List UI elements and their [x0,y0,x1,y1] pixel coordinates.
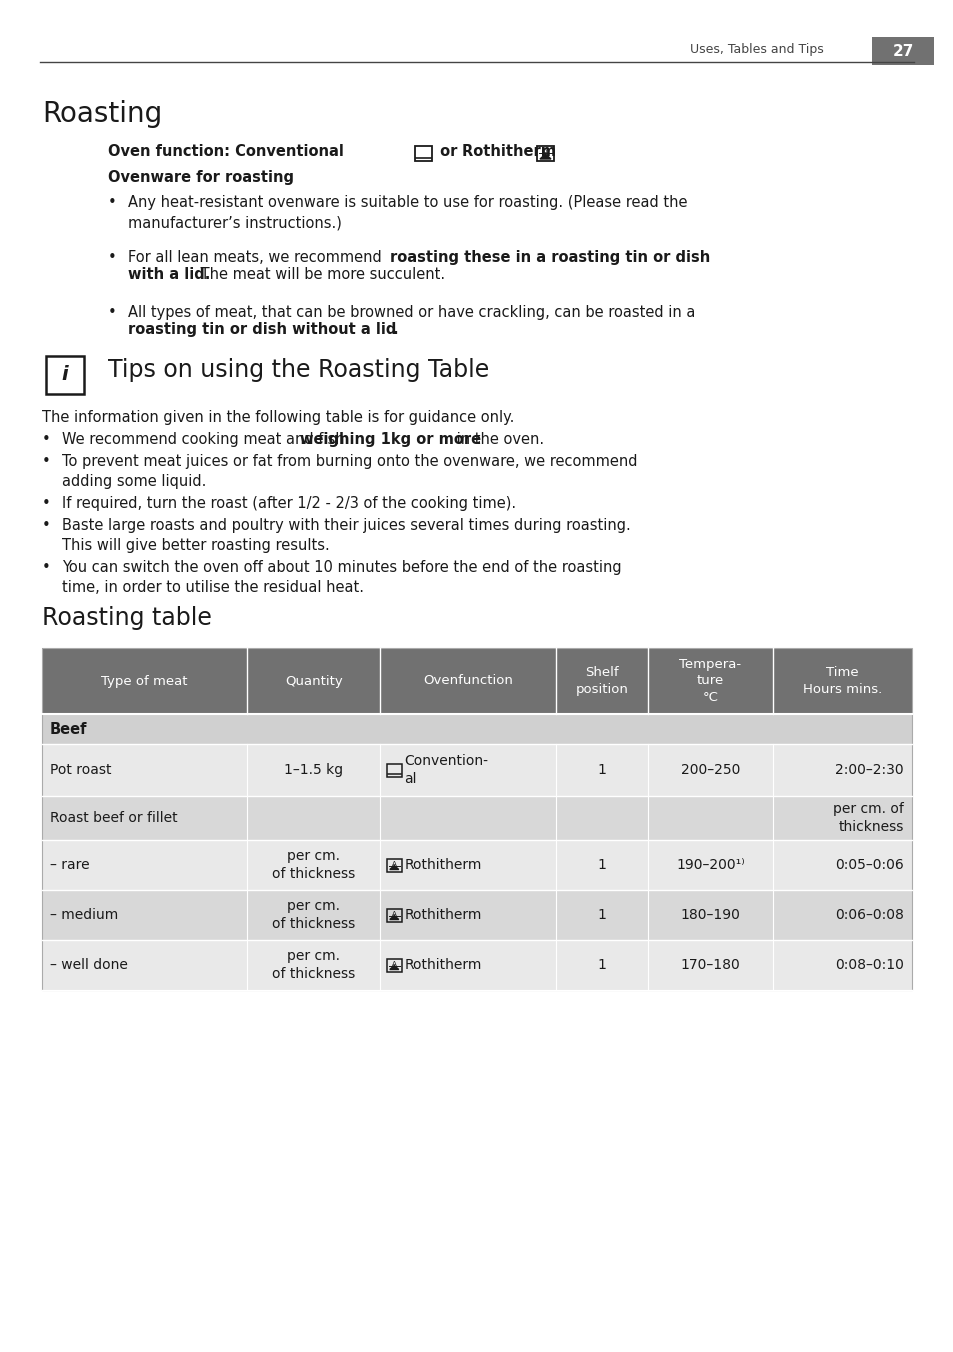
Text: with a lid.: with a lid. [128,266,211,283]
Text: Any heat-resistant ovenware is suitable to use for roasting. (Please read the
ma: Any heat-resistant ovenware is suitable … [128,195,687,230]
Bar [386,909,401,922]
Text: in the oven.: in the oven. [452,433,543,448]
Bar [42,940,911,990]
Text: Baste large roasts and poultry with their juices several times during roasting.
: Baste large roasts and poultry with thei… [62,518,630,553]
Text: 170–180: 170–180 [679,959,740,972]
Bar [42,648,911,990]
Text: or: or [435,145,462,160]
Text: A: A [392,860,396,867]
Bar [871,37,933,65]
Text: All types of meat, that can be browned or have crackling, can be roasted in a: All types of meat, that can be browned o… [128,306,695,320]
Text: roasting tin or dish without a lid: roasting tin or dish without a lid [128,322,395,337]
Bar [42,840,911,890]
Text: 27: 27 [891,43,913,58]
Text: i: i [62,365,69,384]
Text: •: • [42,454,51,469]
Text: You can switch the oven off about 10 minutes before the end of the roasting
time: You can switch the oven off about 10 min… [62,560,621,595]
Text: The information given in the following table is for guidance only.: The information given in the following t… [42,410,514,425]
Text: Roasting table: Roasting table [42,606,212,630]
Text: Rothitherm: Rothitherm [461,145,560,160]
Bar [46,356,84,393]
Text: 0:08–0:10: 0:08–0:10 [834,959,903,972]
Text: 200–250: 200–250 [680,763,740,777]
Bar [386,859,401,872]
Text: per cm.
of thickness: per cm. of thickness [272,899,355,932]
Text: .: . [393,322,398,337]
Bar [386,764,401,776]
Polygon shape [390,865,398,869]
Text: weighing 1kg or more: weighing 1kg or more [299,433,480,448]
Text: Rothitherm: Rothitherm [404,859,481,872]
Bar [386,959,401,972]
Text: per cm.
of thickness: per cm. of thickness [272,949,355,982]
Text: Tempera-
ture
°C: Tempera- ture °C [679,658,740,704]
Text: •: • [108,306,116,320]
Text: Rothitherm: Rothitherm [404,959,481,972]
Bar [42,714,911,744]
Text: 0:05–0:06: 0:05–0:06 [835,859,903,872]
Polygon shape [390,965,398,969]
Text: 1: 1 [597,909,606,922]
Text: Oven function: Conventional: Oven function: Conventional [108,145,349,160]
Text: 1: 1 [597,959,606,972]
Text: Type of meat: Type of meat [101,675,188,688]
Text: per cm.
of thickness: per cm. of thickness [272,849,355,882]
Bar [537,146,554,161]
Text: •: • [108,250,116,265]
Text: Roasting: Roasting [42,100,162,128]
Polygon shape [539,154,551,160]
Text: 2:00–2:30: 2:00–2:30 [835,763,903,777]
Bar [42,796,911,840]
Text: 1: 1 [597,763,606,777]
Text: A: A [392,960,396,967]
Text: Roast beef or fillet: Roast beef or fillet [50,811,177,825]
Text: We recommend cooking meat and fish: We recommend cooking meat and fish [62,433,349,448]
Text: If required, turn the roast (after 1/2 - 2/3 of the cooking time).: If required, turn the roast (after 1/2 -… [62,496,516,511]
Polygon shape [390,915,398,919]
Text: – medium: – medium [50,909,118,922]
Text: 190–200¹⁾: 190–200¹⁾ [676,859,744,872]
Text: •: • [42,518,51,533]
Text: 1: 1 [597,859,606,872]
Text: Tips on using the Roasting Table: Tips on using the Roasting Table [108,358,489,383]
Text: Ovenware for roasting: Ovenware for roasting [108,170,294,185]
Text: Ovenfunction: Ovenfunction [422,675,513,688]
Text: •: • [108,195,116,210]
Text: A: A [392,910,396,917]
Bar [415,146,432,161]
Text: A: A [542,147,548,157]
Text: •: • [42,560,51,575]
Text: Pot roast: Pot roast [50,763,112,777]
Text: – well done: – well done [50,959,128,972]
Text: To prevent meat juices or fat from burning onto the ovenware, we recommend
addin: To prevent meat juices or fat from burni… [62,454,637,489]
Text: Convention-
al: Convention- al [404,754,488,786]
Text: Time
Hours mins.: Time Hours mins. [801,667,881,696]
Bar [42,744,911,796]
Text: 180–190: 180–190 [679,909,740,922]
Text: For all lean meats, we recommend: For all lean meats, we recommend [128,250,386,265]
Text: The meat will be more succulent.: The meat will be more succulent. [195,266,445,283]
Text: Shelf
position: Shelf position [575,667,628,696]
Text: Beef: Beef [50,722,88,737]
Text: Rothitherm: Rothitherm [404,909,481,922]
Bar [42,890,911,940]
Text: •: • [42,433,51,448]
Text: 0:06–0:08: 0:06–0:08 [834,909,903,922]
Text: Quantity: Quantity [285,675,342,688]
Text: – rare: – rare [50,859,90,872]
Text: 1–1.5 kg: 1–1.5 kg [284,763,343,777]
Text: •: • [42,496,51,511]
Bar [42,648,911,714]
Text: Uses, Tables and Tips: Uses, Tables and Tips [689,43,822,57]
Text: per cm. of
thickness: per cm. of thickness [832,802,903,834]
Text: roasting these in a roasting tin or dish: roasting these in a roasting tin or dish [390,250,709,265]
